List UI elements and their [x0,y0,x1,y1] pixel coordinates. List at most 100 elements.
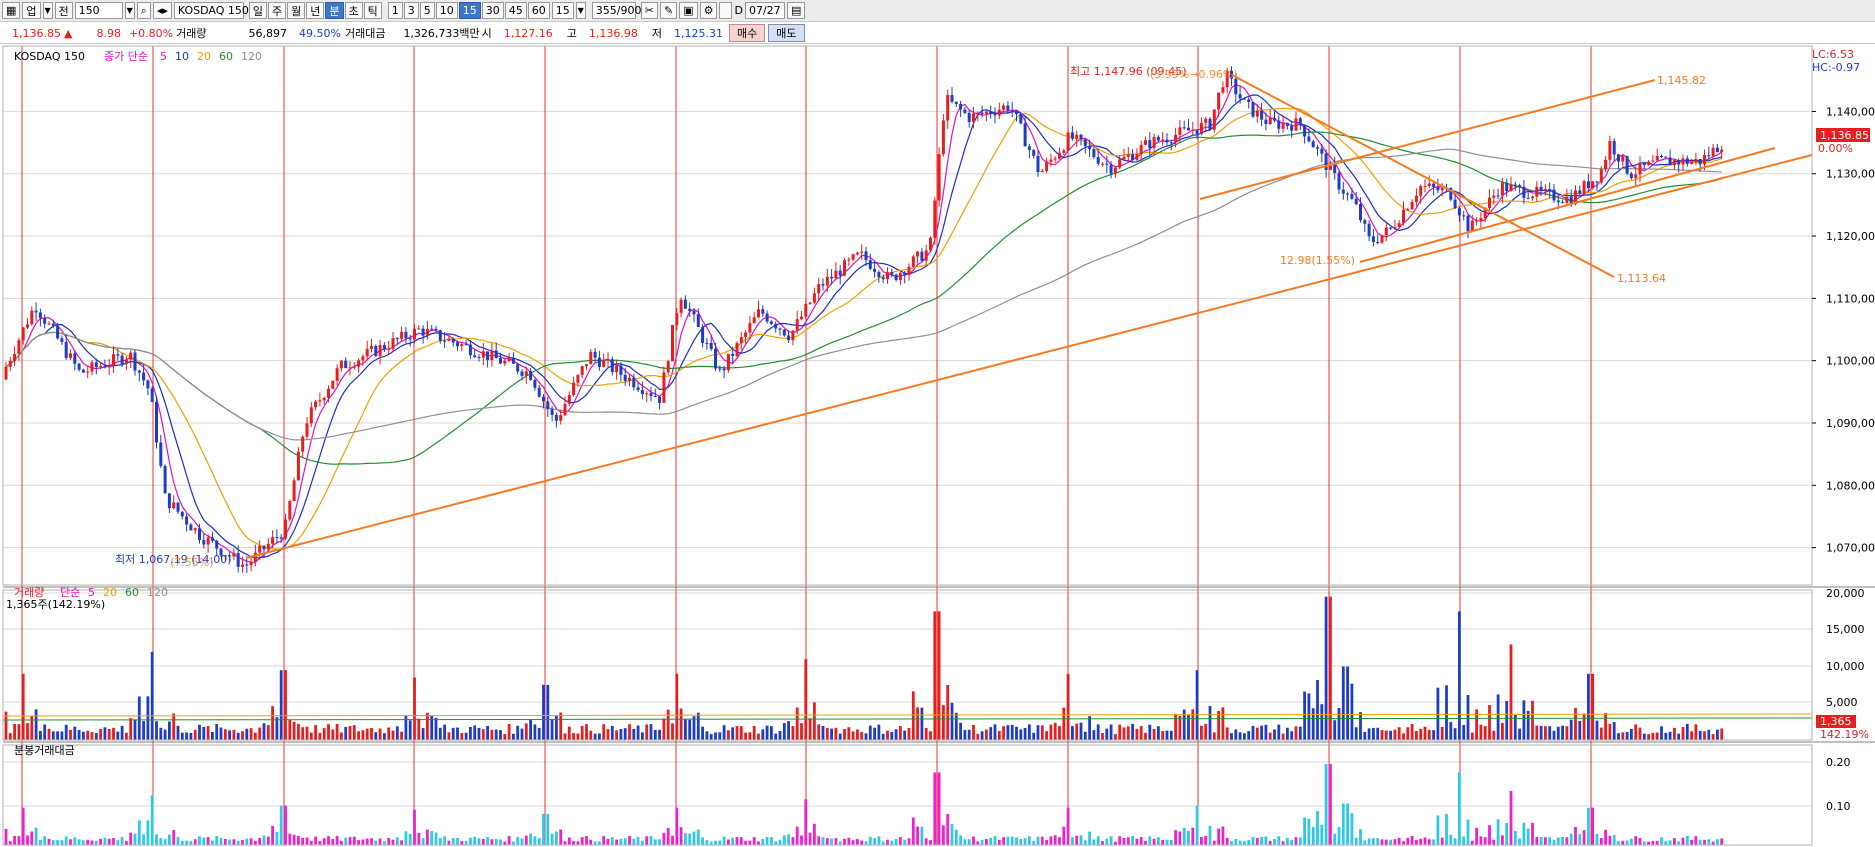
amount-bar [1621,840,1625,845]
amount-bar [232,839,236,845]
amount-bar [340,840,343,845]
trend-line-1[interactable] [1199,79,1656,200]
amount-bar [254,840,257,845]
amount-bar [1711,841,1715,845]
volume-bar [963,729,967,740]
volume-bar [1053,722,1057,740]
save-icon[interactable]: ▣ [679,2,698,19]
trend-line-2[interactable] [1231,74,1615,278]
amount-bar [520,838,524,845]
trend-line-3[interactable] [1359,147,1776,263]
candle-body [284,519,287,539]
amount-bar [1255,838,1259,845]
calendar-icon[interactable]: ▤ [786,2,806,19]
interval-input[interactable]: 15 [551,2,574,19]
amount-bar [890,840,894,845]
amount-bar [1578,834,1582,845]
volume-bar [1122,727,1126,740]
chevron-down-icon[interactable]: ▼ [575,2,586,19]
amount-legend: 분봉거래대금 [14,744,75,757]
candle-body [1303,124,1307,137]
candle-body [1642,162,1646,166]
buy-button[interactable]: 매수 [729,24,766,42]
amount-bar [1126,837,1130,845]
amount-bar [1238,840,1242,845]
period-tab-6[interactable]: 틱 [363,2,382,19]
volume-bar [262,723,266,740]
jeon-select[interactable]: 전 [54,2,73,19]
volume-bar [886,730,889,740]
candle-body [1470,220,1474,232]
interval-tab-7[interactable]: 60 [527,2,550,19]
amount-bar [13,835,16,845]
period-tab-2[interactable]: 월 [287,2,306,19]
volume-bar [593,733,597,740]
candle-body [1148,140,1152,149]
gear-icon[interactable]: ⚙ [699,2,718,19]
speaker-icon[interactable]: ◂▸ [152,2,172,19]
amount-bar [1230,841,1233,845]
candle-body [1212,109,1216,130]
period-tab-5[interactable]: 초 [344,2,363,19]
interval-tab-5[interactable]: 30 [481,2,504,19]
interval-tab-4[interactable]: 15 [458,2,481,19]
trend-line-0[interactable] [245,154,1813,559]
period-tab-0[interactable]: 일 [248,2,267,19]
volume-bar [245,728,249,740]
volume-bar [198,724,201,740]
chevron-down-icon[interactable]: ▼ [124,2,135,19]
candle-body [898,272,902,281]
interval-tab-6[interactable]: 45 [504,2,527,19]
volume-bars [2,596,1813,740]
period-tab-3[interactable]: 년 [306,2,325,19]
amount-bar [1531,822,1534,845]
interval-tab-2[interactable]: 5 [419,2,435,19]
d-checkbox[interactable] [719,2,733,19]
code-input[interactable]: 150 [74,2,123,19]
volume-y-tick-label: 5,000 [1826,696,1858,709]
candle-body [1612,140,1616,155]
candles [4,66,1724,573]
y-tick-label: 1,140,00 [1826,105,1875,118]
amount-bar [727,839,730,845]
volume-bar [679,708,683,740]
date-input[interactable]: 07/27 [744,2,785,19]
candle-body [1466,215,1470,232]
market-select[interactable]: 업 [22,2,41,19]
candle-body [1543,189,1547,191]
scissors-icon[interactable]: ✂ [640,2,658,19]
amount-bar [1058,837,1061,845]
amount-bar [1324,764,1328,845]
volume-bar [782,723,786,740]
amount-bar [1118,836,1122,845]
trend-lines[interactable] [245,74,1813,559]
volume-bar [602,724,606,740]
candle-body [318,400,322,402]
volume-bar [739,726,743,740]
interval-tab-3[interactable]: 10 [435,2,458,19]
search-icon[interactable]: ⌕ [136,2,151,19]
candle-body [1672,160,1676,166]
amount-bar [1217,828,1220,845]
candle-body [146,380,150,389]
interval-tab-0[interactable]: 1 [387,2,403,19]
volume-bar [774,733,778,740]
sell-button[interactable]: 매도 [768,24,805,42]
amount-bar [8,841,12,845]
volume-bar [1225,727,1229,740]
amount-bar [486,837,489,845]
amount-bar [752,837,756,845]
tools-icon[interactable]: ✎ [659,2,678,19]
candle-body [1703,154,1706,165]
volume-bar [533,724,537,740]
volume-bar [1333,720,1337,740]
count-field[interactable]: 355/900 [591,2,641,19]
period-tab-1[interactable]: 주 [268,2,287,19]
table-icon[interactable]: ▦ [2,2,21,19]
amount-bar [1475,827,1478,845]
chevron-down-icon[interactable]: ▼ [42,2,53,19]
interval-tab-1[interactable]: 3 [403,2,419,19]
period-tab-4[interactable]: 분 [325,2,344,19]
volume-bar [929,731,932,740]
